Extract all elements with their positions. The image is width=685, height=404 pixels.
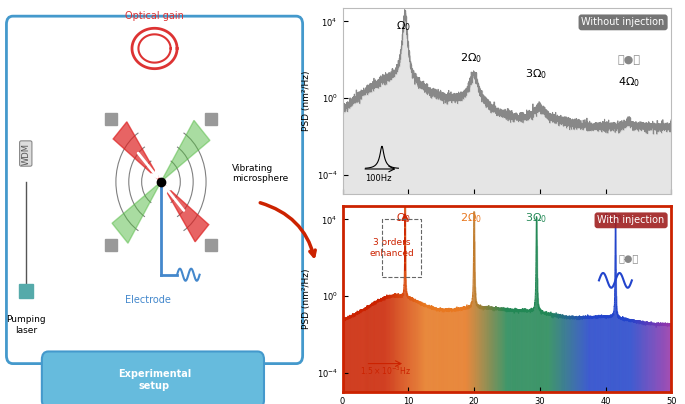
Y-axis label: PSD (nm²/Hz): PSD (nm²/Hz) [302, 269, 311, 329]
Polygon shape [161, 120, 210, 182]
Text: 100Hz: 100Hz [365, 174, 392, 183]
Text: $4\Omega_0$: $4\Omega_0$ [601, 211, 623, 225]
Text: $2\Omega_0$: $2\Omega_0$ [460, 52, 482, 65]
FancyBboxPatch shape [42, 351, 264, 404]
Text: Electrode: Electrode [125, 295, 171, 305]
Text: With injection: With injection [597, 215, 664, 225]
Polygon shape [113, 122, 161, 182]
Text: 》●《: 》●《 [619, 253, 638, 263]
Text: $\Omega_0$: $\Omega_0$ [395, 19, 410, 33]
Text: $4\Omega_0$: $4\Omega_0$ [617, 75, 640, 88]
Text: Pumping
laser: Pumping laser [6, 315, 46, 335]
Polygon shape [161, 182, 209, 242]
Polygon shape [112, 182, 161, 243]
Text: $1.5\times10^{-3}$Hz: $1.5\times10^{-3}$Hz [360, 364, 411, 377]
Text: $\Omega_0$: $\Omega_0$ [395, 211, 410, 225]
Text: Without injection: Without injection [582, 17, 664, 27]
Text: Optical gain: Optical gain [125, 11, 184, 21]
Text: 3 orders
enhanced: 3 orders enhanced [369, 238, 414, 258]
FancyBboxPatch shape [6, 16, 303, 364]
Text: $3\Omega_0$: $3\Omega_0$ [525, 211, 547, 225]
Text: Experimental
setup: Experimental setup [118, 369, 191, 391]
Text: $3\Omega_0$: $3\Omega_0$ [525, 67, 547, 81]
Text: Vibrating
microsphere: Vibrating microsphere [232, 164, 288, 183]
Text: $2\Omega_0$: $2\Omega_0$ [460, 211, 482, 225]
Text: 》●《: 》●《 [617, 55, 640, 65]
Text: WDM: WDM [21, 143, 30, 164]
Y-axis label: PSD (nm²/Hz): PSD (nm²/Hz) [302, 71, 311, 131]
